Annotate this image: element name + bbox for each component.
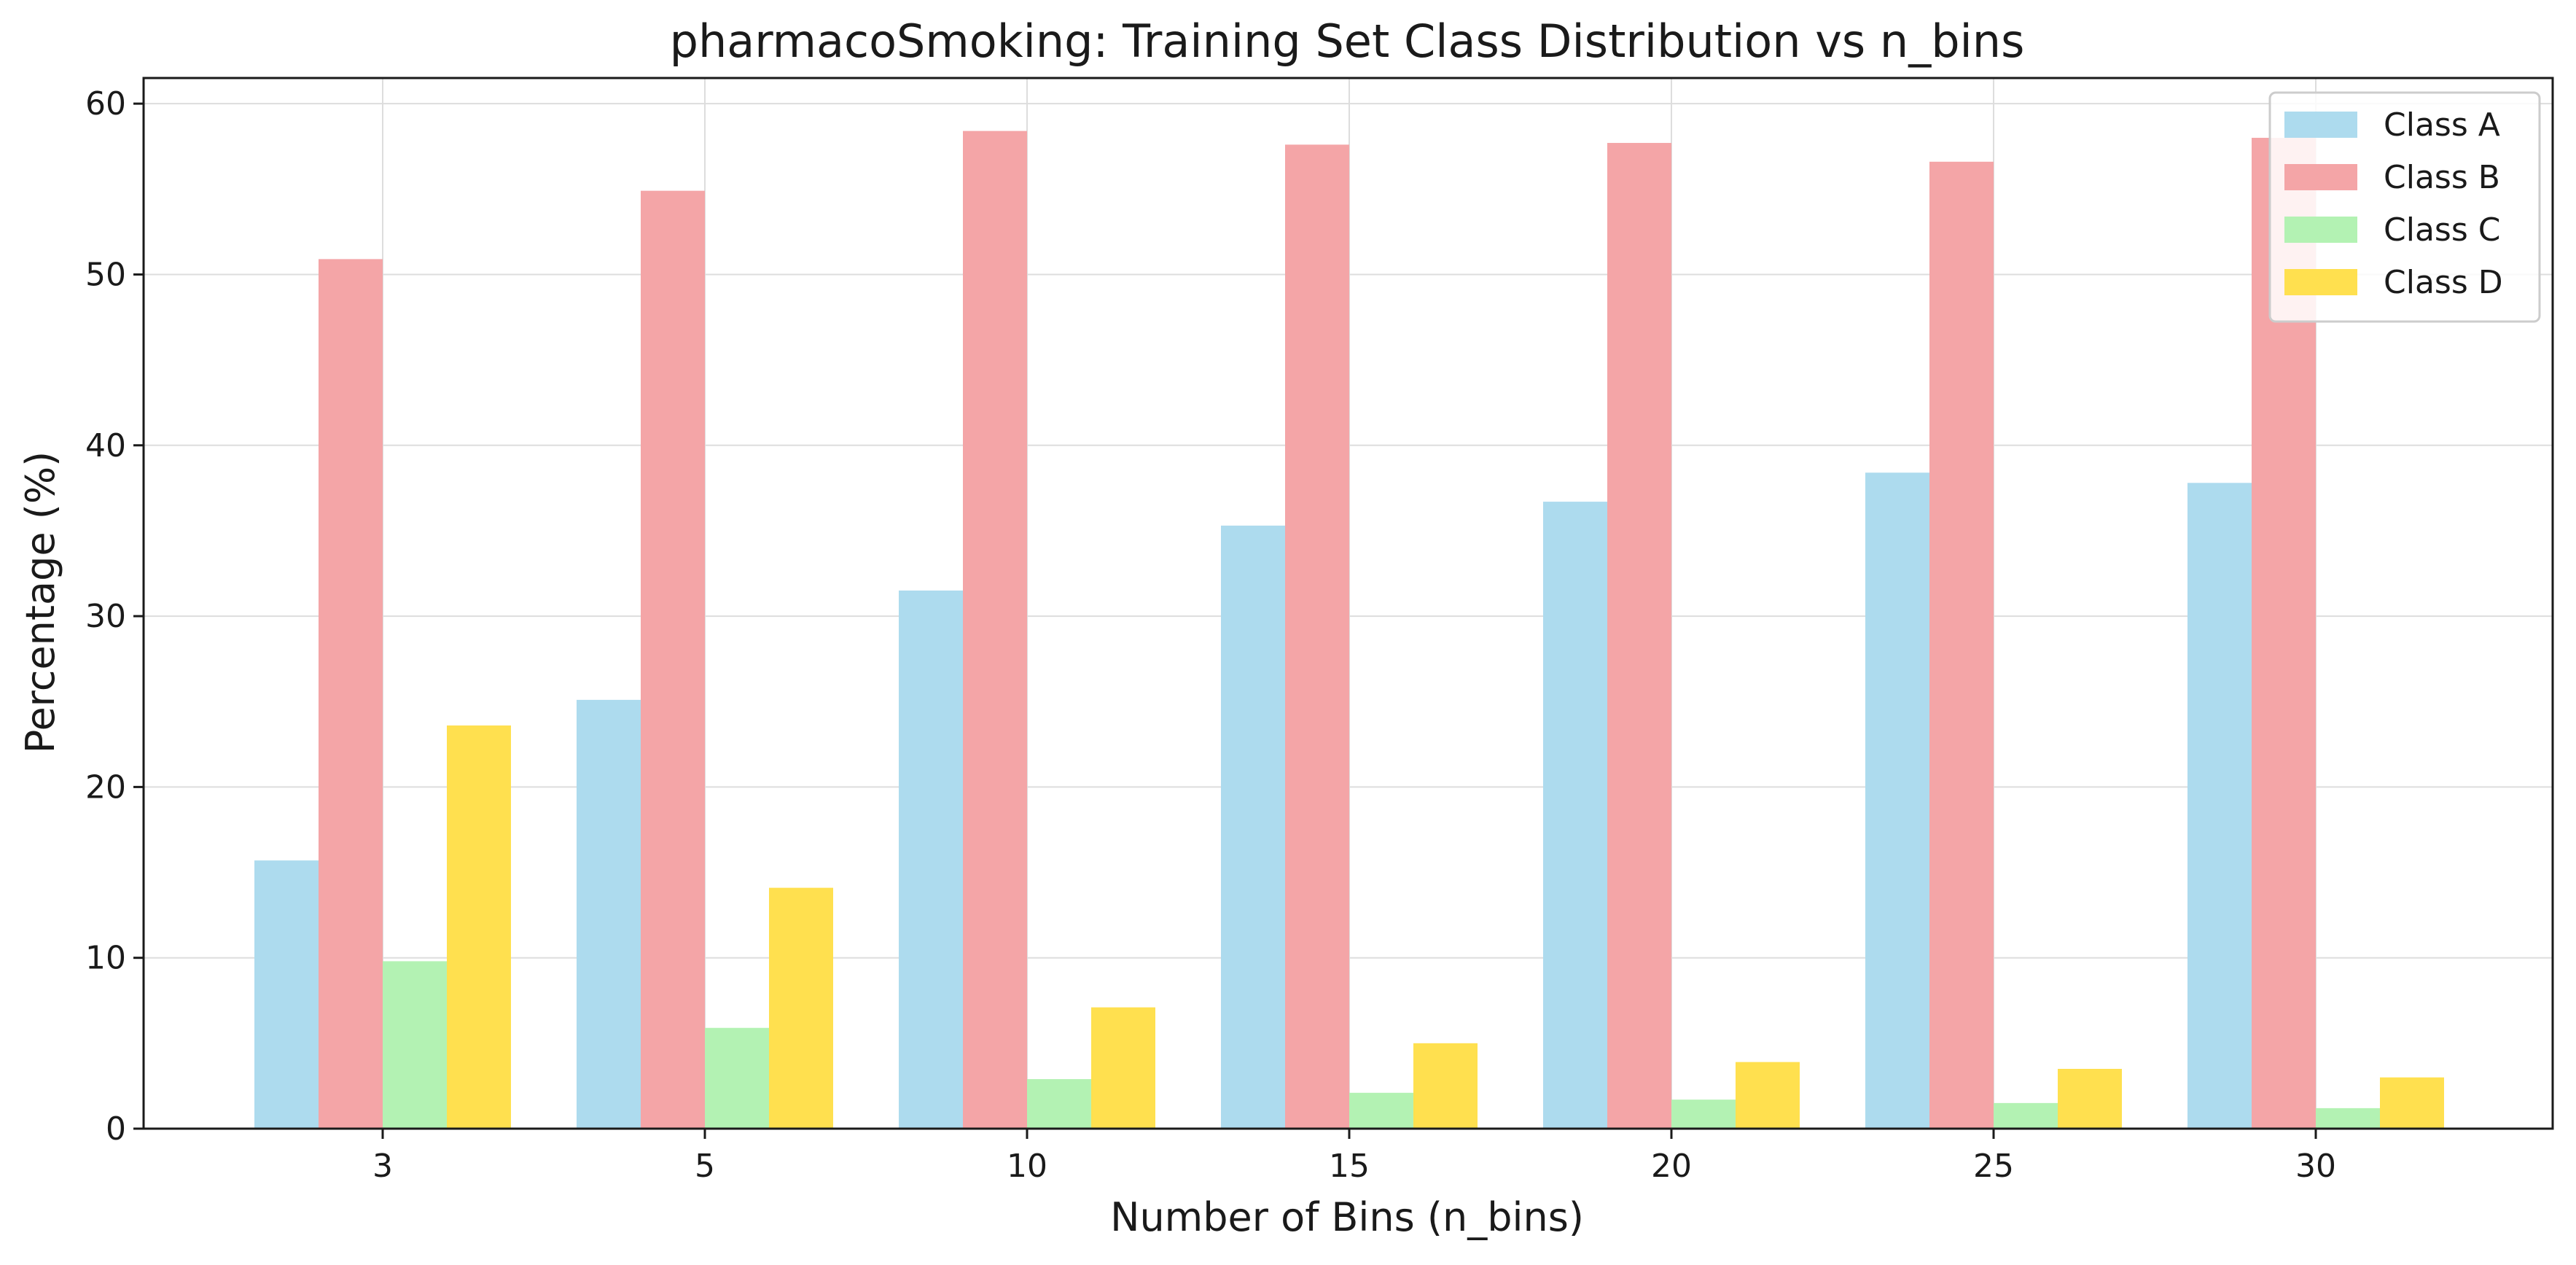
bar-class-b xyxy=(1607,143,1671,1129)
x-tick-label: 15 xyxy=(1329,1148,1370,1185)
bar-class-d xyxy=(447,725,511,1129)
bar-class-d xyxy=(2058,1068,2122,1129)
y-tick-label: 40 xyxy=(85,427,126,464)
x-tick-label: 5 xyxy=(695,1148,715,1185)
bar-class-d xyxy=(1413,1043,1478,1129)
legend-swatch xyxy=(2284,112,2357,138)
x-axis-label: Number of Bins (n_bins) xyxy=(1110,1194,1584,1240)
bar-class-c xyxy=(1994,1102,2058,1129)
bar-class-c xyxy=(383,961,447,1129)
x-tick-label: 20 xyxy=(1651,1148,1692,1185)
x-tick-label: 10 xyxy=(1007,1148,1047,1185)
y-tick-label: 60 xyxy=(85,85,126,122)
bars xyxy=(254,131,2444,1129)
legend-swatch xyxy=(2284,269,2357,295)
legend-swatch xyxy=(2284,164,2357,190)
bar-class-b xyxy=(1929,161,1994,1129)
bar-class-b xyxy=(963,131,1027,1129)
legend-label: Class A xyxy=(2384,106,2500,144)
bar-class-c xyxy=(1671,1099,1736,1129)
bar-class-b xyxy=(319,259,383,1129)
y-tick-label: 30 xyxy=(85,598,126,635)
y-tick-label: 50 xyxy=(85,256,126,293)
bar-class-d xyxy=(2380,1077,2444,1129)
bar-class-c xyxy=(1027,1079,1091,1129)
legend-swatch xyxy=(2284,217,2357,243)
bar-class-a xyxy=(1221,525,1285,1129)
x-tick-label: 25 xyxy=(1973,1148,2014,1185)
bar-class-a xyxy=(254,860,319,1129)
bar-class-b xyxy=(1285,144,1349,1129)
bar-class-a xyxy=(899,590,963,1129)
legend: Class A Class B Class C Class D xyxy=(2268,91,2541,323)
bar-class-a xyxy=(1543,502,1607,1129)
y-tick-label: 20 xyxy=(85,768,126,806)
bar-class-a xyxy=(1865,472,1929,1129)
bar-class-d xyxy=(1091,1007,1155,1129)
legend-label: Class D xyxy=(2384,264,2503,301)
legend-label: Class B xyxy=(2384,159,2500,196)
legend-box xyxy=(2268,91,2541,323)
bar-class-a xyxy=(2187,483,2252,1129)
chart-title: pharmacoSmoking: Training Set Class Dist… xyxy=(670,15,2025,68)
x-tick-label: 3 xyxy=(372,1148,393,1185)
bar-class-c xyxy=(2316,1108,2380,1129)
bar-class-d xyxy=(1736,1062,1800,1129)
y-axis-label: Percentage (%) xyxy=(17,451,63,753)
y-tick-label: 10 xyxy=(85,940,126,977)
legend-label: Class C xyxy=(2384,211,2500,249)
bar-class-c xyxy=(1349,1092,1413,1129)
bar-class-c xyxy=(705,1027,769,1129)
y-tick-label: 0 xyxy=(106,1110,126,1148)
x-tick-label: 30 xyxy=(2295,1148,2336,1185)
bar-class-d xyxy=(769,887,833,1129)
bar-class-a xyxy=(577,699,641,1129)
bar-class-b xyxy=(641,190,705,1129)
